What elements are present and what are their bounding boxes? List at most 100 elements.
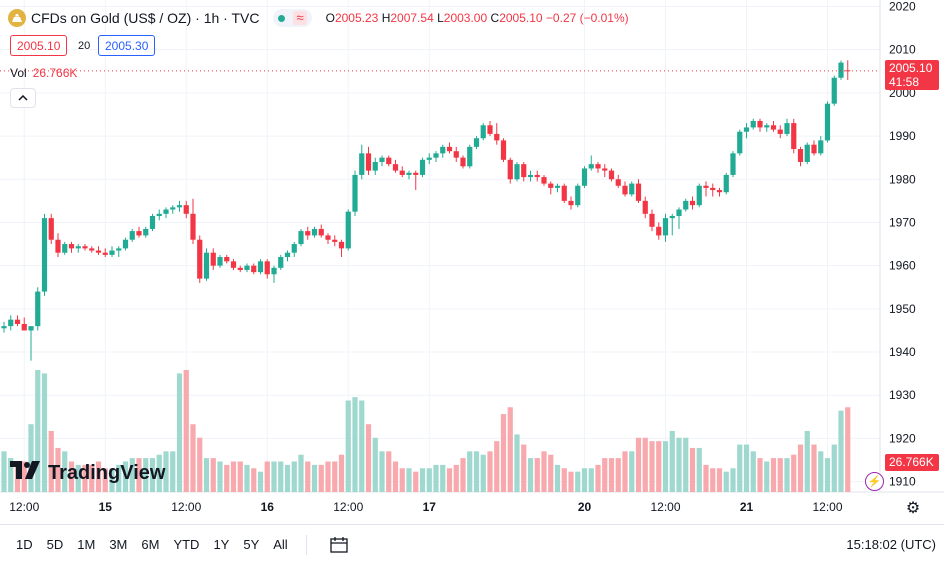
range-all-button[interactable]: All: [273, 537, 288, 552]
volume-bar: [190, 424, 196, 492]
candle-body: [197, 239, 203, 279]
volume-bar: [669, 431, 675, 492]
time-tick-label: 17: [423, 500, 437, 514]
time-tick-label: 21: [740, 500, 754, 514]
candle-body: [82, 246, 88, 249]
volume-bar: [62, 451, 68, 492]
volume-bar: [8, 458, 14, 492]
volume-bar: [676, 437, 682, 492]
volume-bar: [210, 458, 216, 492]
volume-bar: [487, 451, 493, 492]
volume-bar: [811, 444, 817, 492]
candle-body: [737, 131, 743, 154]
close-value: 2005.10: [499, 11, 543, 25]
range-5y-button[interactable]: 5Y: [243, 537, 260, 552]
volume-bar: [413, 471, 419, 492]
range-5d-button[interactable]: 5D: [46, 537, 64, 552]
candle-body: [379, 157, 385, 162]
candle-body: [264, 261, 270, 275]
wave-icon: ≈: [293, 11, 307, 25]
candle-body: [305, 231, 311, 236]
chevron-up-icon[interactable]: [10, 88, 36, 108]
candle-body: [386, 157, 392, 165]
volume-bar: [372, 437, 378, 492]
sell-price-button[interactable]: 2005.10: [10, 35, 68, 56]
candle-body: [723, 174, 729, 193]
market-status[interactable]: ≈: [273, 9, 312, 27]
range-ytd-button[interactable]: YTD: [173, 537, 200, 552]
volume-bar: [521, 444, 527, 492]
calendar-icon[interactable]: [329, 536, 349, 554]
gear-icon[interactable]: ⚙: [905, 500, 921, 517]
volume-bar: [352, 397, 358, 492]
candle-body: [514, 164, 520, 180]
price-chart[interactable]: 2020201020001990198019701960195019401930…: [0, 0, 944, 524]
candle-body: [608, 170, 615, 180]
candle-body: [689, 200, 696, 206]
volume-bar: [723, 471, 729, 492]
candle-body: [122, 239, 129, 249]
volume-bar: [541, 451, 547, 492]
range-3m-button[interactable]: 3M: [109, 537, 128, 552]
volume-bar: [237, 461, 243, 492]
candle-body: [683, 200, 689, 210]
candle-body: [136, 231, 142, 236]
candle-body: [777, 129, 783, 134]
candle-body: [595, 164, 601, 169]
volume-bar: [581, 468, 588, 492]
candle-body: [534, 174, 540, 178]
volume-bar: [399, 468, 405, 492]
time-tick-label: 15: [99, 500, 113, 514]
volume-bar: [845, 407, 851, 492]
volume-bar: [325, 461, 331, 492]
tradingview-logo[interactable]: TradingView: [10, 461, 165, 485]
volume-bar: [635, 437, 642, 492]
candle-body: [791, 123, 797, 150]
candle-body: [831, 77, 837, 104]
range-6m-button[interactable]: 6M: [141, 537, 160, 552]
range-1y-button[interactable]: 1Y: [213, 537, 230, 552]
candle-body: [109, 250, 115, 255]
grid: [0, 0, 944, 493]
candle-body: [210, 252, 216, 266]
time-axis[interactable]: 12:00 15 12:00 16 12:00 17 20 12:00 21 12:00: [9, 500, 843, 514]
price-axis[interactable]: 2020201020001990198019701960195019401930…: [889, 0, 916, 489]
volume-bar: [149, 458, 156, 492]
candle-body: [581, 168, 588, 186]
candle-body: [743, 127, 750, 132]
range-1d-button[interactable]: 1D: [16, 537, 33, 552]
candle-body: [480, 125, 486, 139]
candle-body: [244, 265, 250, 270]
candle-body: [433, 153, 439, 158]
gold-symbol-icon[interactable]: [8, 9, 26, 27]
volume-bar: [224, 464, 230, 492]
volume-bar: [156, 454, 162, 492]
volume-bar: [831, 444, 837, 492]
candle-body: [278, 257, 284, 268]
candle-body: [257, 261, 264, 273]
candle-body: [251, 265, 257, 273]
volume-bar: [473, 451, 480, 492]
candle-body: [838, 62, 844, 78]
candle-body: [730, 153, 736, 175]
volume-bar: [588, 468, 594, 492]
lightning-icon[interactable]: ⚡: [865, 472, 884, 491]
candle-body: [190, 213, 196, 240]
symbol-title[interactable]: CFDs on Gold (US$ / OZ) · 1h · TVC: [31, 10, 260, 26]
utc-clock[interactable]: 15:18:02 (UTC): [846, 537, 936, 552]
volume-bar: [453, 464, 459, 492]
volume-bar: [109, 468, 115, 492]
range-1m-button[interactable]: 1M: [77, 537, 96, 552]
candle-body: [399, 170, 405, 175]
volume-bar: [143, 458, 149, 492]
volume-bar: [757, 458, 763, 492]
candle-body: [149, 215, 156, 229]
volume-bar: [257, 471, 264, 492]
buy-price-button[interactable]: 2005.30: [98, 35, 156, 56]
candle-body: [28, 326, 34, 331]
volume-bar: [575, 471, 581, 492]
candle-body: [629, 183, 635, 195]
time-tick-label: 20: [578, 500, 592, 514]
candle-body: [35, 291, 41, 327]
